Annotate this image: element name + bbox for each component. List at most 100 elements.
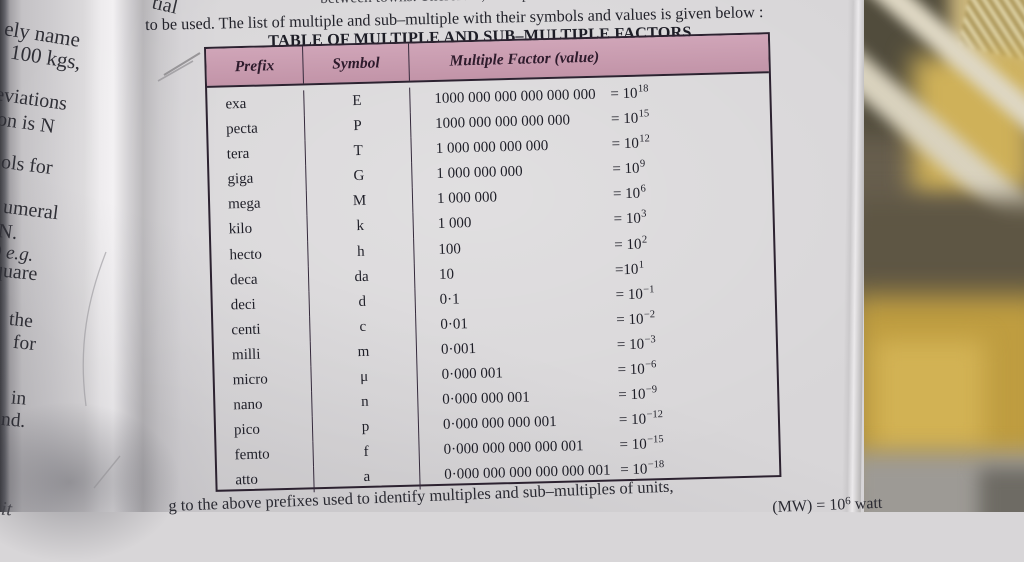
margin-fragment: the	[8, 308, 34, 333]
exponent: −12	[646, 409, 664, 421]
equals-ten: = 10	[614, 236, 642, 253]
cell-symbol: P	[304, 112, 412, 141]
factor-power: = 1018	[610, 81, 649, 108]
exponent: 12	[639, 133, 650, 145]
factor-value: 1 000	[437, 215, 472, 233]
factor-power: = 103	[613, 207, 647, 234]
cell-symbol: h	[308, 238, 415, 266]
cell-prefix: exa	[207, 90, 305, 119]
factor-value: 0·000 000 000 001	[442, 414, 557, 434]
cell-symbol: G	[306, 162, 413, 191]
exponent: −9	[645, 384, 658, 396]
equals-ten: = 10	[613, 211, 642, 228]
factor-power: = 10−3	[617, 332, 657, 359]
header-symbol: Symbol	[303, 43, 410, 84]
cell-symbol: p	[312, 413, 420, 442]
equals-ten: = 10	[616, 311, 644, 329]
factor-value: 1000 000 000 000 000	[434, 112, 571, 133]
cell-symbol: M	[306, 187, 414, 216]
factor-value: 1000 000 000 000 000 000	[434, 86, 596, 107]
equals-ten: = 10	[618, 386, 646, 404]
cell-symbol: m	[310, 338, 418, 367]
factor-power: =101	[615, 257, 645, 284]
exponent: 6	[640, 183, 646, 195]
prefix-factor-table: Prefix Symbol Multiple Factor (value) ex…	[204, 32, 782, 495]
exponent: 2	[641, 234, 648, 246]
equals-ten: = 10	[610, 85, 638, 103]
equals-ten: = 10	[620, 461, 648, 479]
pencil-tick-mark	[157, 52, 201, 82]
cell-prefix: deca	[211, 265, 310, 294]
book-fold-crease	[0, 0, 235, 512]
exponent: 9	[639, 158, 646, 170]
factor-power: = 10−18	[620, 458, 665, 485]
cell-prefix: nano	[215, 391, 313, 420]
cell-prefix: femto	[216, 441, 315, 470]
equals-ten: = 10	[612, 160, 640, 178]
cell-symbol: da	[308, 263, 416, 292]
margin-fragment: in	[10, 387, 28, 410]
margin-fragment: quare	[0, 258, 39, 286]
factor-power: = 106	[613, 182, 647, 209]
factor-power: = 1012	[611, 132, 650, 159]
cell-prefix: mega	[209, 190, 308, 219]
cell-prefix: hecto	[211, 240, 309, 269]
exponent: −1	[643, 284, 655, 296]
factor-power: = 1015	[611, 106, 650, 133]
equals-ten: = 10	[618, 411, 647, 429]
factor-value: 0·000 000 001	[442, 389, 531, 409]
cell-prefix: deci	[212, 291, 311, 319]
factor-value: 10	[438, 266, 455, 283]
factor-power: = 109	[612, 157, 646, 184]
cell-symbol: T	[305, 137, 413, 166]
equals-ten: = 10	[619, 436, 647, 454]
factor-value: 0·000 000 000 000 001	[443, 438, 584, 459]
exponent: −6	[645, 359, 657, 371]
cell-prefix: pecta	[207, 115, 306, 144]
cell-prefix: tera	[208, 140, 307, 169]
factor-value: 1 000 000 000 000	[435, 138, 549, 158]
factor-value: 0·1	[439, 291, 460, 308]
exponent: −3	[644, 334, 656, 346]
cell-prefix: centi	[213, 316, 311, 344]
hairline-slash-mark	[93, 455, 121, 489]
cell-symbol: E	[304, 87, 411, 116]
exponent: −2	[643, 309, 656, 321]
exponent: −15	[647, 434, 664, 446]
factor-power: = 10−6	[617, 357, 657, 384]
cell-symbol: f	[313, 438, 420, 467]
cell-symbol: d	[309, 288, 417, 317]
factor-power: = 10−9	[618, 382, 658, 409]
factor-value: 1 000 000	[436, 189, 498, 208]
factor-power: = 10−12	[619, 407, 664, 434]
factor-value: 0·001	[440, 340, 477, 358]
cell-prefix: micro	[214, 366, 313, 394]
cell-prefix: atto	[217, 466, 315, 495]
equals-ten: = 10	[617, 361, 646, 379]
equals-ten: = 10	[612, 186, 641, 203]
background-fabric	[864, 0, 1024, 512]
equals-ten: = 10	[611, 135, 640, 153]
factor-value: 1 000 000 000	[436, 163, 523, 183]
exponent: 18	[637, 83, 649, 95]
margin-fragment: for	[12, 331, 37, 356]
exponent: 15	[638, 108, 650, 120]
formula-base: (MW) = 10	[772, 496, 846, 516]
exponent: 3	[641, 208, 647, 221]
cell-prefix: pico	[215, 416, 314, 445]
hairline-curve-mark	[82, 251, 107, 407]
cell-symbol: a	[314, 463, 421, 492]
cell-prefix: giga	[209, 165, 307, 194]
clipped-bottom-formula: (MW) = 106 watt	[772, 495, 883, 517]
cell-symbol: n	[312, 388, 419, 417]
formula-unit: watt	[850, 494, 883, 513]
equals-ten: = 10	[615, 286, 644, 304]
factor-power: = 10−2	[616, 307, 656, 334]
factor-value: 0·000 001	[441, 365, 504, 383]
cell-prefix: milli	[213, 341, 312, 369]
fabric-olive-band	[864, 200, 1024, 310]
table-body: exa E 1000 000 000 000 000 000 = 1018 pec…	[207, 73, 779, 495]
factor-power: = 102	[614, 232, 648, 259]
factor-value: 0·01	[440, 316, 469, 333]
margin-fragment: nd.	[0, 408, 27, 433]
